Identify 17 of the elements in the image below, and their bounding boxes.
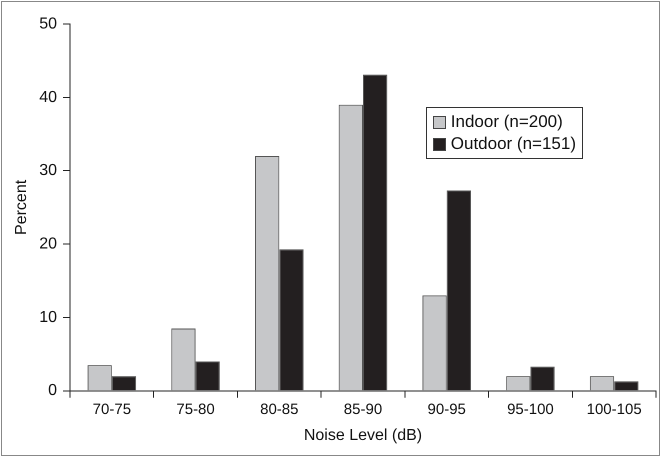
y-tick-label: 10 (39, 308, 58, 326)
y-tick-label: 50 (39, 15, 58, 32)
x-tick-label: 90-95 (428, 400, 466, 418)
x-tick-label: 75-80 (176, 400, 215, 418)
x-tick-label: 100-105 (586, 400, 642, 418)
x-tick-label: 95-100 (507, 400, 554, 418)
x-tick-label: 85-90 (344, 400, 382, 418)
y-tick-label: 0 (48, 382, 58, 400)
y-tick-label: 40 (39, 88, 58, 106)
x-tick-label: 70-75 (92, 400, 132, 418)
y-tick-label: 30 (39, 162, 58, 180)
x-tick-label: 80-85 (260, 400, 298, 418)
legend-label: Indoor (n=200) (450, 111, 563, 133)
legend-label: Outdoor (n=151) (450, 133, 576, 155)
y-axis-title: Percent (13, 179, 30, 235)
y-tick-label: 20 (39, 235, 58, 252)
x-axis-title: Noise Level (dB) (304, 426, 422, 444)
